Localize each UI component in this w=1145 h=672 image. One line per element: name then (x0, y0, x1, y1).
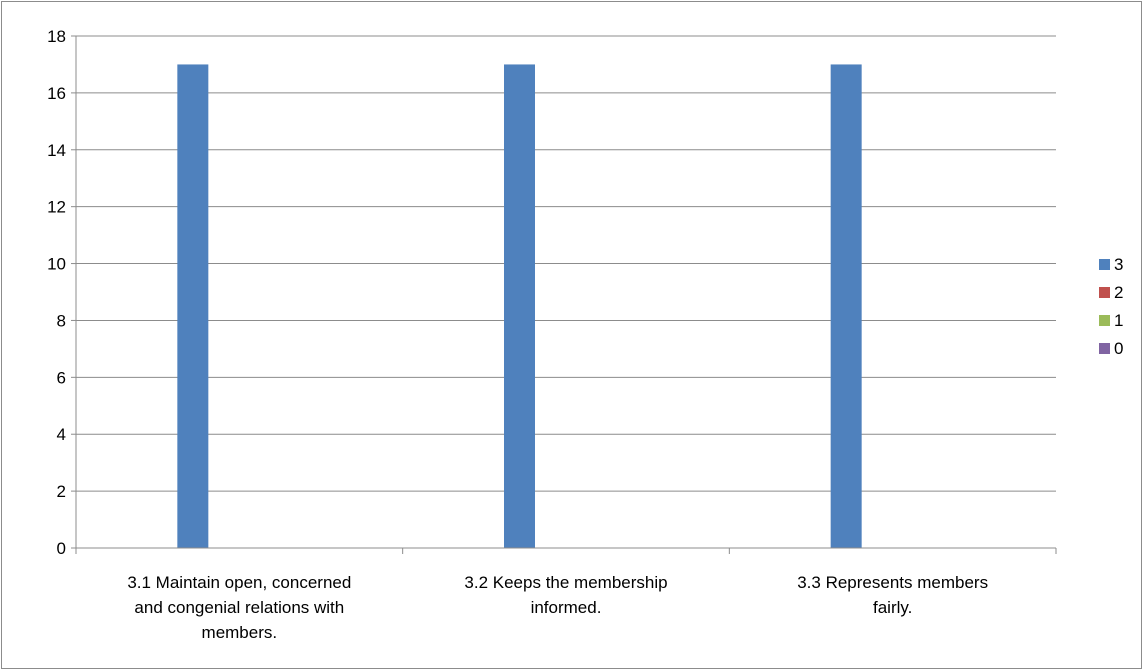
y-tick-label: 10 (47, 255, 66, 274)
legend-swatch (1099, 259, 1110, 270)
legend-swatch (1099, 287, 1110, 298)
x-category-label: 3.1 Maintain open, concerned (127, 573, 351, 592)
x-axis: 3.1 Maintain open, concerned and congenia… (75, 547, 1057, 642)
x-category-label: 3.3 Represents members (797, 573, 988, 592)
bar-series-3 (177, 64, 209, 548)
gridlines (76, 35, 1056, 492)
y-tick-label: 2 (57, 482, 66, 501)
x-category-label: members. (202, 623, 278, 642)
y-tick-label: 0 (57, 539, 66, 558)
x-category-label: 3.2 Keeps the membership (464, 573, 667, 592)
legend-label: 0 (1114, 339, 1123, 358)
x-category-label: informed. (531, 598, 602, 617)
legend-label: 2 (1114, 283, 1123, 302)
bar-series-3 (830, 64, 862, 548)
y-tick-label: 8 (57, 311, 66, 330)
legend-label: 1 (1114, 311, 1123, 330)
y-tick-label: 4 (57, 425, 66, 444)
y-tick-label: 18 (47, 27, 66, 46)
y-tick-label: 14 (47, 141, 66, 160)
y-tick-label: 12 (47, 198, 66, 217)
y-tick-label: 6 (57, 368, 66, 387)
legend-swatch (1099, 315, 1110, 326)
legend: 3 2 1 0 (1099, 255, 1123, 358)
y-axis: 0 2 4 6 8 10 12 14 16 18 (47, 27, 77, 558)
x-category-label: fairly. (873, 598, 912, 617)
y-tick-label: 16 (47, 84, 66, 103)
bars (177, 64, 862, 548)
legend-swatch (1099, 343, 1110, 354)
bar-series-3 (504, 64, 535, 548)
legend-label: 3 (1114, 255, 1123, 274)
x-category-label: and congenial relations with (134, 598, 344, 617)
